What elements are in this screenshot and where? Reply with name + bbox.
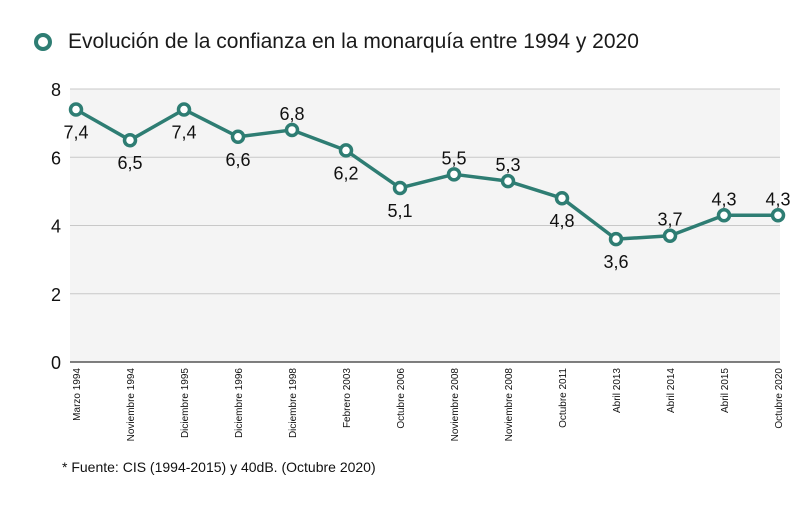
data-label: 6,8 [279, 104, 304, 124]
data-point [716, 208, 732, 223]
data-point [500, 173, 516, 189]
data-label: 6,2 [333, 163, 358, 183]
x-tick-label: Octubre 2020 [774, 368, 785, 429]
x-axis-ticks: Marzo 1994 Noviembre 1994 Diciembre 1995 Di… [72, 368, 785, 442]
y-tick-label: 2 [51, 285, 61, 305]
y-tick-label: 0 [51, 353, 61, 373]
data-label: 6,5 [117, 153, 142, 173]
data-points [68, 102, 786, 247]
data-label: 5,5 [441, 148, 466, 168]
legend-marker-icon [34, 33, 52, 51]
data-point [446, 167, 462, 182]
x-tick-label: Noviembre 1994 [126, 368, 137, 442]
data-label: 6,6 [225, 150, 250, 170]
data-point [284, 122, 300, 138]
source-footnote: * Fuente: CIS (1994-2015) y 40dB. (Octub… [62, 459, 376, 475]
data-point [608, 231, 624, 247]
data-label: 7,4 [171, 122, 196, 142]
data-label: 4,3 [765, 189, 790, 209]
data-label: 5,1 [387, 201, 412, 221]
y-tick-label: 6 [51, 148, 61, 168]
x-tick-label: Febrero 2003 [342, 368, 353, 428]
data-label: 4,8 [549, 211, 574, 231]
x-tick-label: Octubre 2011 [558, 368, 569, 428]
data-point [122, 132, 138, 148]
data-point [662, 228, 678, 243]
data-point [68, 102, 84, 117]
series-line [75, 107, 778, 241]
y-tick-label: 4 [51, 217, 61, 237]
chart-title: Evolución de la confianza en la monarquí… [68, 30, 639, 53]
data-label: 3,6 [603, 252, 628, 272]
data-label: 3,7 [657, 210, 682, 230]
gridlines [70, 88, 780, 363]
data-label: 5,3 [495, 155, 520, 175]
x-tick-label: Noviembre 2008 [504, 368, 515, 442]
x-tick-label: Diciembre 1996 [234, 368, 245, 438]
data-point [392, 180, 408, 196]
x-tick-label: Abril 2013 [612, 368, 623, 413]
data-labels: 7,4 6,5 7,4 6,6 6,8 6,2 5,1 5,5 5,3 4,8 3,6 3,7 4,3 4… [63, 104, 790, 272]
x-tick-label: Abril 2015 [720, 368, 731, 413]
x-tick-label: Octubre 2006 [396, 368, 407, 429]
data-point [338, 143, 354, 158]
data-label: 7,4 [63, 122, 88, 142]
x-tick-label: Marzo 1994 [72, 368, 83, 421]
x-tick-label: Abril 2014 [666, 368, 677, 413]
y-axis-ticks: 0 2 4 6 8 [51, 80, 61, 373]
x-tick-label: Diciembre 1995 [180, 368, 191, 438]
data-point [230, 129, 246, 145]
x-tick-label: Diciembre 1998 [288, 368, 299, 438]
data-point [770, 208, 786, 223]
data-point [554, 190, 570, 206]
y-tick-label: 8 [51, 80, 61, 100]
data-point [176, 102, 192, 117]
x-tick-label: Noviembre 2008 [450, 368, 461, 442]
data-label: 4,3 [711, 189, 736, 209]
